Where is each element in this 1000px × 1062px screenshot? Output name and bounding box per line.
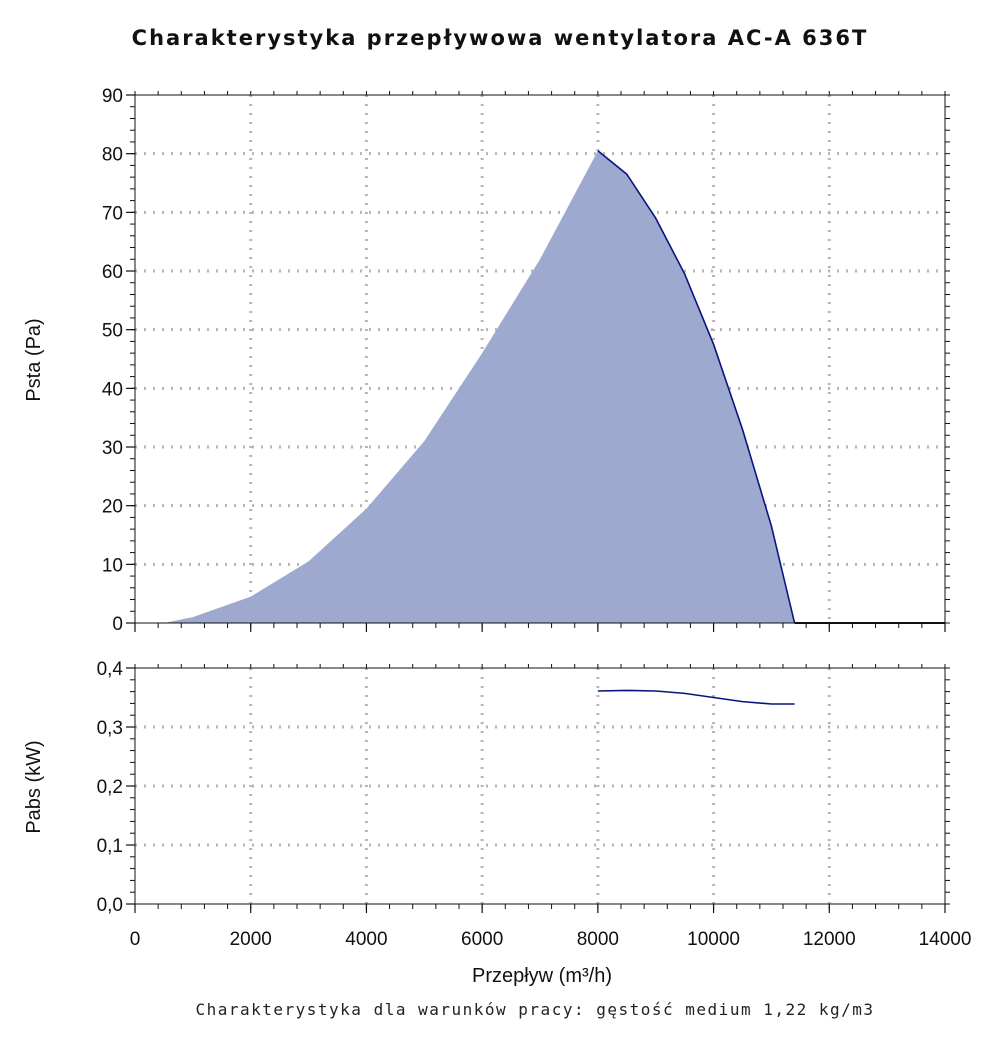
bottom-y-axis-title: Pabs (kW) [23,740,45,833]
bottom-y-tick-label: 0,4 [97,659,124,680]
top-y-tick-label: 10 [102,555,123,576]
operating-conditions-note: Charakterystyka dla warunków pracy: gęst… [195,1000,875,1019]
bottom-plot-grid [135,668,945,904]
bottom-y-tick-label: 0,2 [97,777,123,798]
bottom-y-tick-label: 0,3 [97,718,123,739]
psta-curve-line [597,150,796,624]
bottom-plot-axes: 0,0 0,1 0,2 0,3 0,4 0 2000 4000 6000 8000 10000 120… [97,659,972,950]
x-axis-title: Przepływ (m³/h) [472,965,612,987]
bottom-plot-line [597,689,795,705]
bottom-y-tick-label: 0,1 [97,836,123,857]
top-y-tick-label: 90 [102,86,123,107]
top-plot-frame [134,94,946,624]
top-y-tick-label: 60 [102,262,123,283]
x-tick-label: 8000 [577,929,619,950]
top-y-tick-label: 40 [102,379,123,400]
top-y-tick-label: 80 [102,145,123,166]
top-y-tick-label: 0 [112,614,123,635]
psta-filled-area [163,150,795,623]
top-y-tick-label: 70 [102,203,123,224]
x-tick-label: 12000 [803,929,856,950]
x-tick-label: 6000 [461,929,503,950]
x-tick-label: 2000 [230,929,272,950]
x-tick-label: 4000 [345,929,387,950]
x-tick-label: 10000 [687,929,740,950]
x-tick-label: 14000 [919,929,972,950]
chart-title: Charakterystyka przepływowa wentylatora … [131,26,869,50]
pabs-curve-line [597,689,795,705]
bottom-y-tick-label: 0,0 [97,895,123,916]
top-plot-axes: 0 10 20 30 40 50 60 70 80 90 [102,86,950,635]
top-y-axis-title: Psta (Pa) [23,318,45,401]
x-tick-label: 0 [130,929,141,950]
top-y-tick-label: 20 [102,497,123,518]
top-y-tick-label: 50 [102,321,123,342]
top-y-tick-label: 30 [102,438,123,459]
